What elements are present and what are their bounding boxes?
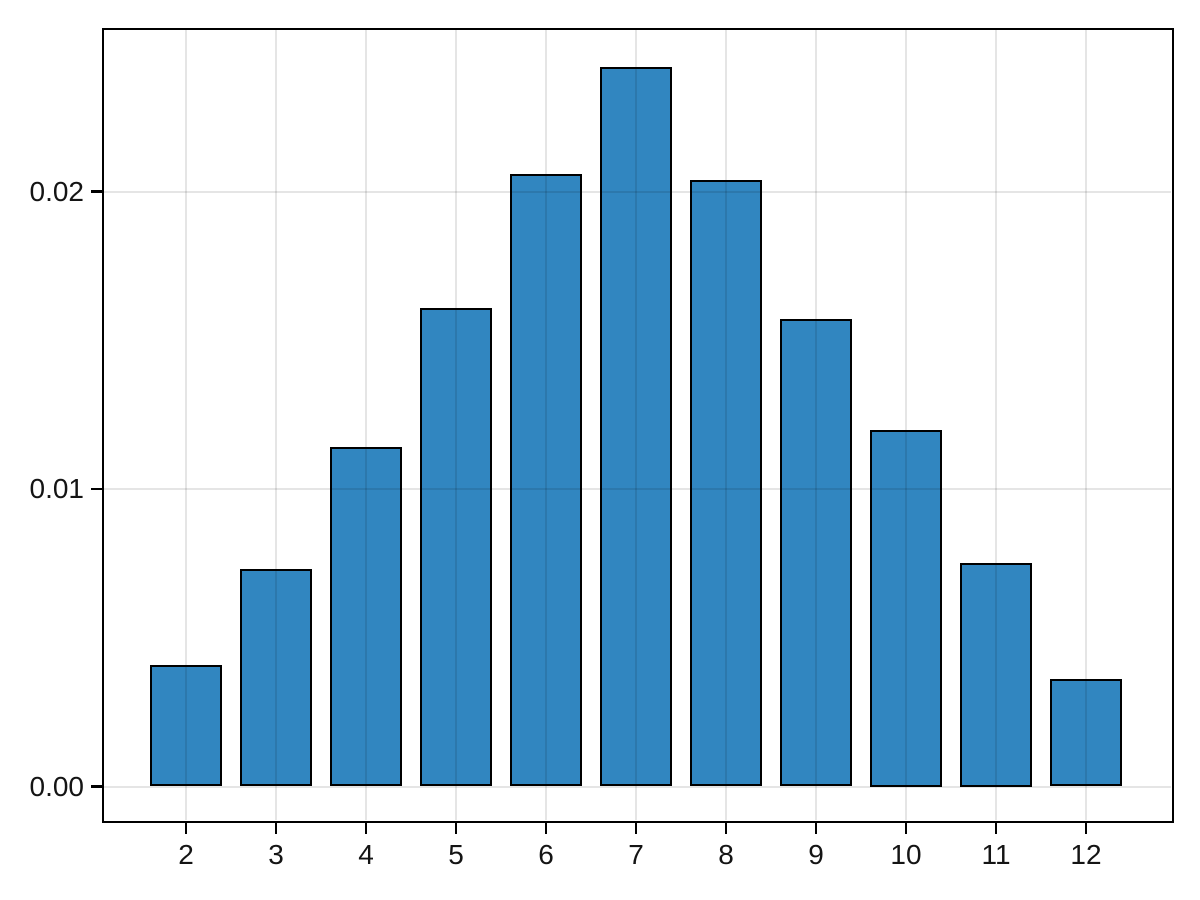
bar-3	[240, 569, 312, 787]
x-tick-mark-10	[904, 822, 908, 834]
x-tick-mark-12	[1084, 822, 1088, 834]
bar-5	[420, 307, 492, 787]
bar-8	[690, 179, 762, 787]
bar-9	[780, 319, 852, 787]
y-tick-label-0.02: 0.02	[29, 175, 85, 207]
x-tick-mark-7	[634, 822, 638, 834]
x-tick-mark-2	[184, 822, 188, 834]
y-tick-mark-0.01	[90, 487, 102, 491]
x-tick-label-2: 2	[178, 839, 194, 870]
x-tick-mark-6	[544, 822, 548, 834]
x-tick-label-12: 12	[1070, 839, 1102, 870]
bar-2	[150, 664, 222, 787]
x-tick-label-9: 9	[808, 839, 824, 870]
x-tick-label-4: 4	[358, 839, 374, 870]
x-tick-mark-9	[814, 822, 818, 834]
bar-12	[1050, 679, 1122, 787]
x-tick-mark-3	[274, 822, 278, 834]
x-tick-mark-11	[994, 822, 998, 834]
bar-6	[510, 173, 582, 787]
bar-10	[870, 429, 942, 787]
y-tick-mark-0.00	[90, 785, 102, 788]
y-tick-label-0.00: 0.00	[29, 770, 85, 802]
x-tick-label-3: 3	[268, 839, 284, 870]
x-tick-label-10: 10	[890, 839, 922, 870]
x-tick-mark-4	[364, 822, 368, 834]
x-tick-label-5: 5	[448, 839, 464, 870]
x-tick-mark-8	[724, 822, 728, 834]
x-tick-label-7: 7	[628, 839, 644, 870]
x-tick-label-11: 11	[981, 839, 1011, 870]
y-tick-mark-0.02	[90, 190, 102, 193]
x-tick-mark-5	[454, 822, 458, 834]
x-tick-label-6: 6	[538, 839, 554, 870]
y-tick-label-0.01: 0.01	[29, 473, 85, 504]
bar-7	[600, 66, 672, 787]
bar-4	[330, 447, 402, 787]
x-tick-label-8: 8	[718, 839, 734, 870]
plot-area	[101, 27, 1174, 823]
bar-11	[960, 563, 1032, 787]
